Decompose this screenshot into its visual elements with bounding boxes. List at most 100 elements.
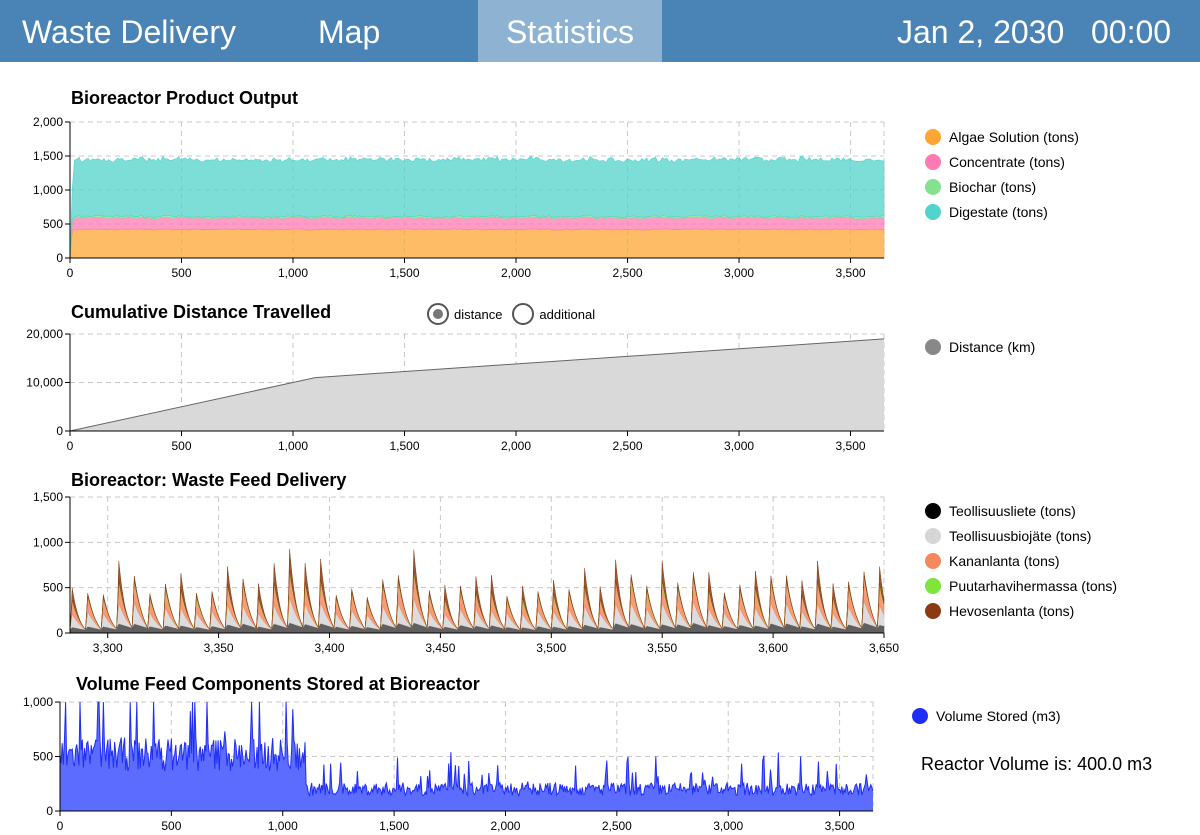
legend-label: Concentrate (tons) [949, 153, 1065, 170]
legend-item[interactable]: Algae Solution (tons) [925, 124, 1079, 149]
legend-item[interactable]: Teollisuusbiojäte (tons) [925, 523, 1117, 548]
radio-distance[interactable]: distance [427, 303, 502, 325]
waste-feed-title: Bioreactor: Waste Feed Delivery [71, 470, 347, 490]
legend-label: Hevosenlanta (tons) [949, 602, 1075, 619]
x-tick-label: 3,000 [724, 266, 754, 280]
product-output-title: Bioreactor Product Output [71, 88, 299, 108]
legend-label: Biochar (tons) [949, 178, 1037, 195]
legend-item[interactable]: Distance (km) [925, 334, 1035, 359]
legend-swatch [925, 178, 941, 195]
nav-tab-map[interactable]: Map [318, 14, 381, 50]
x-tick-label: 3,000 [713, 819, 743, 833]
product-output-legend: Algae Solution (tons) Concentrate (tons) B… [925, 124, 1079, 224]
x-tick-label: 3,450 [425, 641, 455, 655]
x-tick-label: 500 [161, 819, 181, 833]
x-tick-label: 3,500 [836, 439, 866, 453]
x-tick-label: 2,000 [490, 819, 520, 833]
legend-label: Volume Stored (m3) [936, 707, 1061, 724]
x-tick-label: 3,300 [93, 641, 123, 655]
nav-tab-waste-delivery[interactable]: Waste Delivery [22, 14, 236, 50]
x-tick-label: 1,000 [278, 266, 308, 280]
legend-swatch [925, 552, 941, 569]
legend-item[interactable]: Puutarhavihermassa (tons) [925, 573, 1117, 598]
x-tick-label: 1,000 [268, 819, 298, 833]
y-tick-label: 0 [46, 804, 53, 818]
top-nav-bar: Waste Delivery Map Statistics Jan 2, 203… [0, 0, 1200, 62]
legend-swatch [912, 707, 928, 724]
radio-additional-label: additional [539, 306, 596, 322]
x-tick-label: 2,500 [613, 266, 643, 280]
x-tick-label: 3,500 [836, 266, 866, 280]
legend-item[interactable]: Hevosenlanta (tons) [925, 598, 1117, 623]
y-tick-label: 1,000 [23, 695, 53, 709]
distance-chart: 0 10,000 20,000 0 500 1,000 1,500 2,000 2,500 3,0… [26, 327, 885, 453]
legend-swatch [925, 602, 941, 619]
volume-line [59, 701, 874, 798]
x-tick-label: 1,500 [390, 439, 420, 453]
legend-item[interactable]: Teollisuusliete (tons) [925, 498, 1117, 523]
radio-additional-indicator[interactable] [512, 303, 535, 325]
y-tick-label: 0 [56, 424, 63, 438]
volume-stored-legend: Volume Stored (m3) [912, 703, 1061, 728]
area-series-4 [69, 549, 885, 631]
y-tick-label: 1,500 [33, 149, 63, 163]
legend-swatch [925, 527, 941, 544]
x-tick-label: 3,500 [825, 819, 855, 833]
simulation-time: 00:00 [1091, 14, 1172, 50]
x-tick-label: 3,650 [869, 641, 899, 655]
legend-label: Teollisuusliete (tons) [949, 502, 1076, 519]
x-tick-label: 3,600 [758, 641, 788, 655]
x-tick-label: 2,000 [501, 439, 531, 453]
legend-swatch [925, 203, 941, 220]
nav-tab-statistics[interactable]: Statistics [478, 0, 662, 62]
x-tick-label: 0 [57, 819, 64, 833]
waste-feed-legend: Teollisuusliete (tons) Teollisuusbiojäte … [925, 498, 1117, 623]
x-tick-label: 500 [171, 266, 191, 280]
volume-stored-title: Volume Feed Components Stored at Bioreac… [76, 674, 480, 694]
x-tick-label: 1,500 [379, 819, 409, 833]
x-tick-label: 3,550 [647, 641, 677, 655]
simulation-date: Jan 2, 2030 [897, 14, 1065, 50]
y-tick-label: 1,000 [33, 183, 63, 197]
y-tick-label: 2,000 [33, 115, 63, 129]
x-tick-label: 0 [67, 439, 74, 453]
x-tick-label: 3,400 [314, 641, 344, 655]
volume-area [60, 702, 873, 811]
legend-item[interactable]: Concentrate (tons) [925, 149, 1079, 174]
area-series-0 [69, 228, 885, 259]
axes: 0 500 1,000 1,500 3,300 3,350 3,400 3,450 3,500 3… [33, 490, 899, 655]
legend-label: Teollisuusbiojäte (tons) [949, 527, 1092, 544]
y-tick-label: 500 [43, 581, 63, 595]
x-tick-label: 1,500 [390, 266, 420, 280]
radio-additional[interactable]: additional [512, 303, 595, 325]
axes: 0 500 1,000 0 500 1,000 1,500 2,000 2,500 3,000 3,… [23, 695, 874, 833]
legend-swatch [925, 153, 941, 170]
x-tick-label: 1,000 [278, 439, 308, 453]
legend-item[interactable]: Volume Stored (m3) [912, 703, 1061, 728]
legend-swatch [925, 577, 941, 594]
distance-area [70, 338, 884, 431]
y-tick-label: 500 [43, 217, 63, 231]
legend-item[interactable]: Biochar (tons) [925, 174, 1079, 199]
y-tick-label: 0 [56, 626, 63, 640]
legend-item[interactable]: Digestate (tons) [925, 199, 1079, 224]
legend-swatch [925, 502, 941, 519]
x-tick-label: 3,000 [724, 439, 754, 453]
x-tick-label: 0 [67, 266, 74, 280]
area-series-3 [69, 155, 885, 259]
legend-item[interactable]: Kananlanta (tons) [925, 548, 1117, 573]
radio-distance-indicator[interactable] [427, 303, 449, 325]
legend-label: Algae Solution (tons) [949, 128, 1079, 145]
x-tick-label: 3,350 [204, 641, 234, 655]
volume-stored-chart: 0 500 1,000 0 500 1,000 1,500 2,000 2,500 3,000 3,… [23, 695, 874, 833]
distance-line [69, 338, 885, 432]
waste-feed-chart: 0 500 1,000 1,500 3,300 3,350 3,400 3,450 3,500 3… [33, 490, 899, 655]
y-tick-label: 1,000 [33, 535, 63, 549]
y-tick-label: 0 [56, 251, 63, 265]
x-tick-label: 3,500 [536, 641, 566, 655]
distance-mode-radio-group: distance additional [427, 303, 605, 325]
legend-swatch [925, 128, 941, 145]
legend-label: Puutarhavihermassa (tons) [949, 577, 1118, 594]
distance-chart-title: Cumulative Distance Travelled [71, 302, 332, 322]
radio-distance-label: distance [454, 306, 503, 322]
